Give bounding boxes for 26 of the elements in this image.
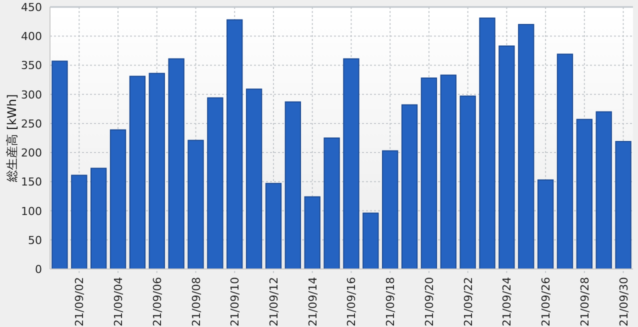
y-tick-label: 0 (35, 263, 42, 276)
y-tick-label: 450 (21, 1, 42, 14)
x-tick-label: 21/09/22 (462, 277, 475, 326)
x-tick-label: 21/09/14 (306, 277, 320, 326)
y-tick-label: 250 (21, 117, 42, 130)
x-tick-label: 21/09/16 (345, 277, 358, 326)
x-tick-label: 21/09/12 (267, 277, 280, 326)
y-tick-label: 50 (28, 234, 42, 247)
x-tick-label: 21/09/20 (422, 277, 436, 326)
y-tick-label: 200 (21, 146, 42, 160)
x-tick-label: 21/09/02 (73, 277, 86, 326)
x-tick-label: 21/09/26 (540, 277, 553, 326)
x-tick-label: 21/09/06 (150, 277, 164, 326)
x-tick-label: 21/09/18 (384, 277, 398, 326)
x-tick-label: 21/09/30 (617, 277, 630, 326)
y-axis-title: 総生産高 [kWh] (5, 94, 19, 183)
y-tick-label: 400 (21, 30, 42, 44)
x-tick-label: 21/09/08 (190, 277, 203, 326)
y-tick-label: 100 (21, 204, 42, 218)
x-tick-label: 21/09/28 (578, 277, 592, 326)
y-tick-label: 150 (21, 176, 42, 189)
x-tick-label: 21/09/24 (500, 277, 514, 326)
x-tick-label: 21/09/04 (112, 277, 126, 326)
y-tick-label: 350 (21, 59, 42, 72)
x-tick-label: 21/09/10 (228, 277, 242, 326)
y-tick-label: 300 (21, 88, 42, 102)
